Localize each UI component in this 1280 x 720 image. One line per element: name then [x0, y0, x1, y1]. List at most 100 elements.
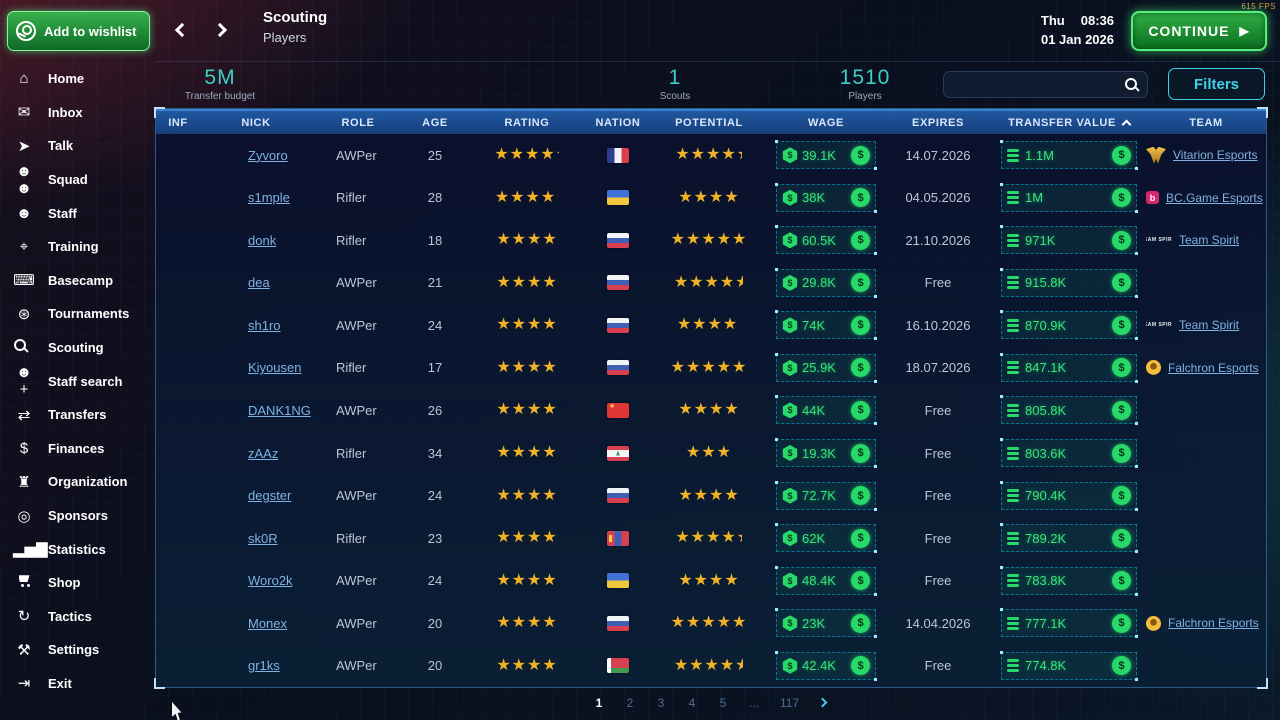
page-button-2[interactable]: 2 — [626, 696, 634, 710]
nick-link[interactable]: degster — [248, 488, 292, 504]
nick-link[interactable]: dea — [248, 275, 270, 291]
search-box[interactable] — [943, 71, 1148, 98]
wage-cell[interactable]: $39.1K $ — [775, 140, 877, 171]
dollar-button[interactable]: $ — [1112, 145, 1131, 165]
column-header-age[interactable]: AGE — [404, 111, 466, 134]
sidebar-item-tactics[interactable]: ↻ Tactics — [0, 600, 155, 634]
sidebar-item-settings[interactable]: ⚒ Settings — [0, 633, 155, 667]
transfer-value-cell[interactable]: 789.2K $ — [1000, 523, 1138, 554]
column-header-wage[interactable]: WAGE — [770, 111, 882, 134]
transfer-value-cell[interactable]: 777.1K $ — [1000, 608, 1138, 639]
team-link[interactable]: Vitarion Esports — [1173, 148, 1258, 163]
transfer-value-cell[interactable]: 971K $ — [1000, 225, 1138, 256]
nick-link[interactable]: gr1ks — [248, 658, 280, 674]
dollar-button[interactable]: $ — [1112, 656, 1131, 676]
column-header-transfer-value[interactable]: TRANSFER VALUE — [994, 111, 1144, 134]
sidebar-item-shop[interactable]: Shop — [0, 566, 155, 600]
nick-link[interactable]: donk — [248, 232, 277, 248]
sidebar-item-exit[interactable]: ⇥ Exit — [0, 667, 155, 701]
transfer-value-cell[interactable]: 805.8K $ — [1000, 395, 1138, 426]
dollar-button[interactable]: $ — [851, 145, 870, 165]
wage-cell[interactable]: $25.9K $ — [775, 352, 877, 383]
wage-cell[interactable]: $19.3K $ — [775, 438, 877, 469]
sidebar-item-staff[interactable]: ☻ Staff — [0, 196, 155, 230]
column-header-inf[interactable]: INF — [156, 111, 200, 134]
wage-cell[interactable]: $72.7K $ — [775, 480, 877, 511]
nick-link[interactable]: Kiyousen — [248, 360, 302, 376]
dollar-button[interactable]: $ — [1112, 273, 1131, 293]
sidebar-item-statistics[interactable]: ▂▅▇ Statistics — [0, 532, 155, 566]
dollar-button[interactable]: $ — [1112, 400, 1131, 420]
nick-link[interactable]: s1mple — [248, 190, 290, 206]
column-header-nick[interactable]: NICK — [200, 111, 312, 134]
column-header-nation[interactable]: NATION — [588, 111, 648, 134]
transfer-value-cell[interactable]: 783.8K $ — [1000, 565, 1138, 596]
dollar-button[interactable]: $ — [851, 315, 870, 335]
dollar-button[interactable]: $ — [851, 571, 870, 591]
dollar-button[interactable]: $ — [1112, 188, 1131, 208]
dollar-button[interactable]: $ — [851, 188, 870, 208]
sidebar-item-organization[interactable]: ♜ Organization — [0, 465, 155, 499]
nick-link[interactable]: sk0R — [248, 530, 278, 546]
add-to-wishlist-button[interactable]: Add to wishlist — [7, 11, 150, 51]
wage-cell[interactable]: $48.4K $ — [775, 565, 877, 596]
column-header-role[interactable]: ROLE — [312, 111, 404, 134]
transfer-value-cell[interactable]: 915.8K $ — [1000, 267, 1138, 298]
dollar-button[interactable]: $ — [851, 273, 870, 293]
wage-cell[interactable]: $29.8K $ — [775, 267, 877, 298]
wage-cell[interactable]: $23K $ — [775, 608, 877, 639]
transfer-value-cell[interactable]: 1M $ — [1000, 182, 1138, 213]
continue-button[interactable]: CONTINUE ▶ — [1131, 11, 1267, 51]
sidebar-item-home[interactable]: ⌂ Home — [0, 62, 155, 96]
dollar-button[interactable]: $ — [1112, 358, 1131, 378]
forward-button[interactable] — [207, 18, 233, 44]
sidebar-item-staff-search[interactable]: ☻+ Staff search — [0, 364, 155, 398]
sidebar-item-basecamp[interactable]: ⌨ Basecamp — [0, 264, 155, 298]
dollar-button[interactable]: $ — [1112, 571, 1131, 591]
dollar-button[interactable]: $ — [851, 486, 870, 506]
column-header-expires[interactable]: EXPIRES — [882, 111, 994, 134]
column-header-team[interactable]: TEAM — [1144, 111, 1268, 134]
nick-link[interactable]: Woro2k — [248, 573, 293, 589]
sidebar-item-training[interactable]: ⌖ Training — [0, 230, 155, 264]
dollar-button[interactable]: $ — [851, 443, 870, 463]
wage-cell[interactable]: $38K $ — [775, 182, 877, 213]
back-button[interactable] — [169, 18, 195, 44]
wage-cell[interactable]: $62K $ — [775, 523, 877, 554]
page-button-3[interactable]: 3 — [657, 696, 665, 710]
sidebar-item-squad[interactable]: ☻☻ Squad — [0, 163, 155, 197]
dollar-button[interactable]: $ — [851, 358, 870, 378]
dollar-button[interactable]: $ — [851, 656, 870, 676]
wage-cell[interactable]: $44K $ — [775, 395, 877, 426]
sidebar-item-scouting[interactable]: Scouting — [0, 331, 155, 365]
transfer-value-cell[interactable]: 870.9K $ — [1000, 310, 1138, 341]
dollar-button[interactable]: $ — [851, 613, 870, 633]
nick-link[interactable]: DANK1NG — [248, 402, 311, 418]
nick-link[interactable]: sh1ro — [248, 317, 281, 333]
sidebar-item-transfers[interactable]: ⇄ Transfers — [0, 398, 155, 432]
team-link[interactable]: BC.Game Esports — [1166, 190, 1263, 205]
team-link[interactable]: Team Spirit — [1179, 318, 1240, 333]
dollar-button[interactable]: $ — [1112, 315, 1131, 335]
sidebar-item-sponsors[interactable]: ◎ Sponsors — [0, 499, 155, 533]
column-header-rating[interactable]: RATING — [466, 111, 588, 134]
wage-cell[interactable]: $42.4K $ — [775, 650, 877, 681]
dollar-button[interactable]: $ — [851, 230, 870, 250]
dollar-button[interactable]: $ — [1112, 443, 1131, 463]
page-button-5[interactable]: 5 — [719, 696, 727, 710]
page-button-4[interactable]: 4 — [688, 696, 696, 710]
wage-cell[interactable]: $60.5K $ — [775, 225, 877, 256]
transfer-value-cell[interactable]: 790.4K $ — [1000, 480, 1138, 511]
team-link[interactable]: Falchron Esports — [1168, 616, 1259, 631]
dollar-button[interactable]: $ — [851, 400, 870, 420]
sidebar-item-tournaments[interactable]: ⊛ Tournaments — [0, 297, 155, 331]
transfer-value-cell[interactable]: 847.1K $ — [1000, 352, 1138, 383]
dollar-button[interactable]: $ — [1112, 230, 1131, 250]
dollar-button[interactable]: $ — [851, 528, 870, 548]
search-input[interactable] — [944, 77, 1124, 92]
column-header-potential[interactable]: POTENTIAL — [648, 111, 770, 134]
sidebar-item-talk[interactable]: ➤ Talk — [0, 129, 155, 163]
sidebar-item-inbox[interactable]: ✉ Inbox — [0, 96, 155, 130]
transfer-value-cell[interactable]: 1.1M $ — [1000, 140, 1138, 171]
dollar-button[interactable]: $ — [1112, 486, 1131, 506]
